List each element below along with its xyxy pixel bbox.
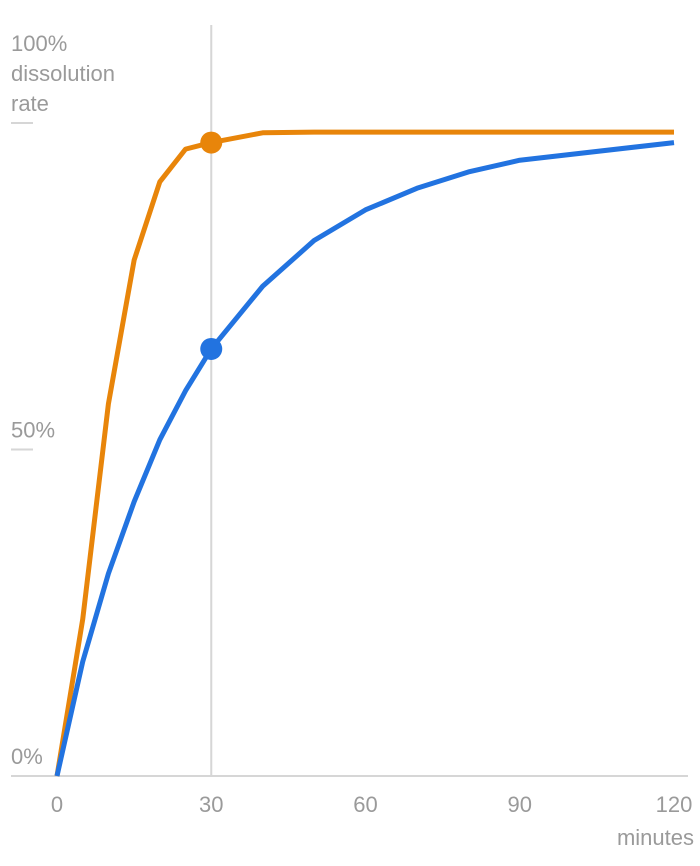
x-tick-label: 60 [353, 792, 377, 817]
x-tick-label: 30 [199, 792, 223, 817]
y-axis-label-line-2: rate [11, 91, 49, 116]
x-tick-label: 90 [508, 792, 532, 817]
y-tick-label: 50% [11, 418, 55, 443]
y-tick-label: 0% [11, 744, 43, 769]
x-tick-label: 120 [656, 792, 693, 817]
x-tick-label: 0 [51, 792, 63, 817]
series-line-blue [54, 140, 675, 777]
y-axis-label-line-1: dissolution [11, 61, 115, 86]
highlight-point-blue [200, 337, 223, 360]
y-tick-label: 100% [11, 31, 67, 56]
highlight-point-orange [200, 131, 223, 154]
series-line-orange [54, 129, 674, 777]
x-axis-label: minutes [617, 825, 694, 850]
